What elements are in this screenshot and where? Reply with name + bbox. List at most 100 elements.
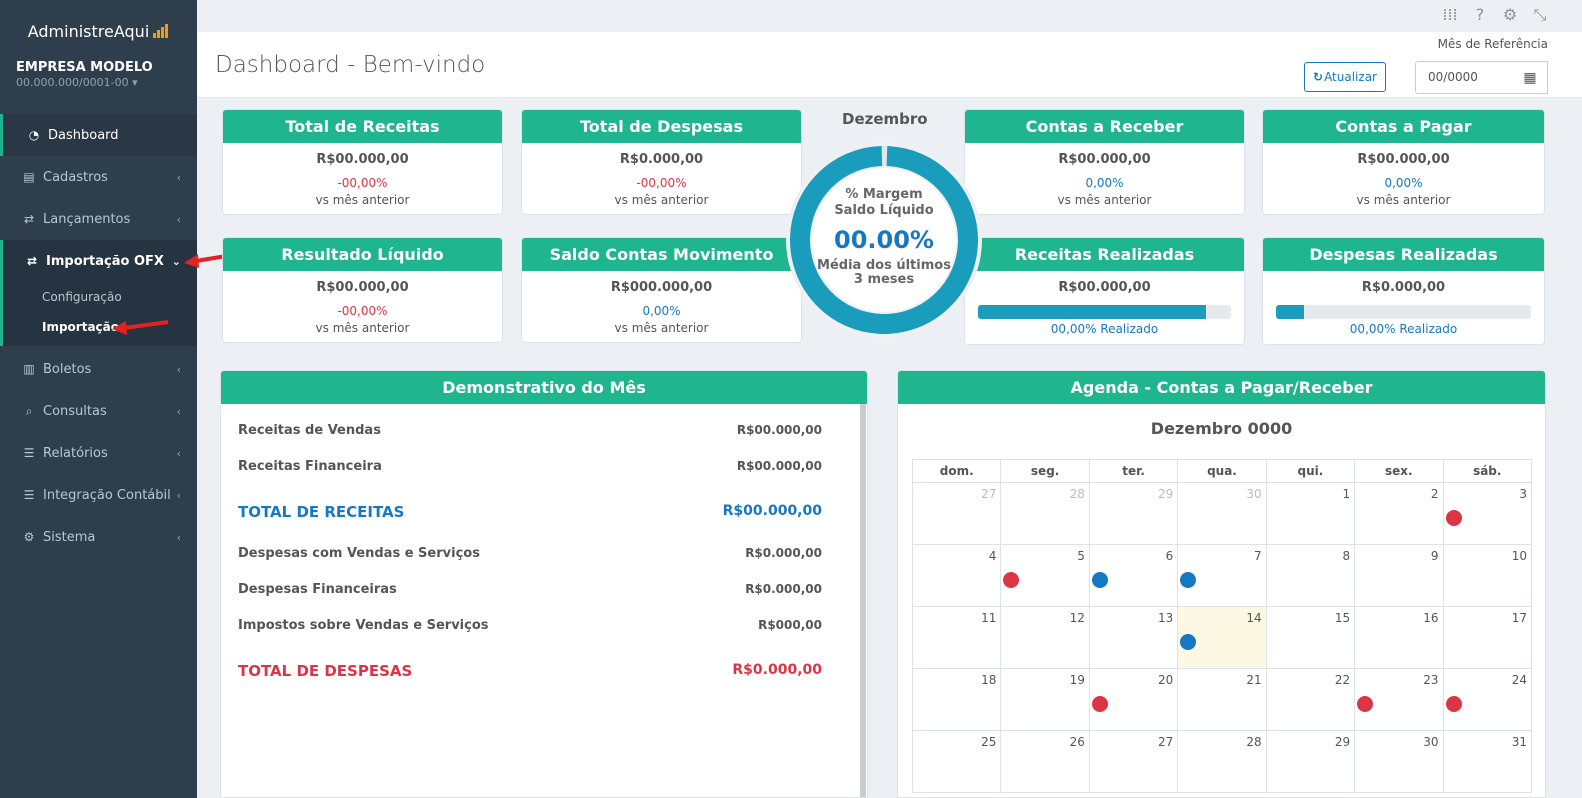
- calendar-day[interactable]: 21: [1177, 668, 1267, 731]
- calendar-day[interactable]: 12: [1000, 606, 1090, 669]
- calendar-month-title: Dezembro 0000: [1150, 419, 1293, 438]
- exchange-icon: ⇄: [23, 212, 35, 226]
- calendar-day[interactable]: 6: [1088, 544, 1179, 607]
- sidebar-item-lancamentos[interactable]: ⇄ Lançamentos ‹: [0, 198, 197, 240]
- gear-icon[interactable]: ⚙: [1502, 5, 1518, 24]
- sidebar-item-dashboard[interactable]: ◔ Dashboard: [0, 114, 197, 156]
- reference-month-input[interactable]: 00/0000: [1415, 61, 1514, 94]
- calendar-day[interactable]: 16: [1354, 606, 1444, 669]
- calendar-day[interactable]: 1: [1265, 482, 1356, 545]
- list-icon: ☰: [23, 488, 35, 502]
- calendar-day[interactable]: 13: [1088, 606, 1179, 669]
- calendar-day[interactable]: 24: [1442, 668, 1533, 731]
- event-dot-payable[interactable]: [1357, 696, 1374, 712]
- card-subtext: vs mês anterior: [614, 321, 709, 335]
- event-dot-payable[interactable]: [1445, 510, 1462, 526]
- demo-value: R$00.000,00: [736, 423, 822, 437]
- calendar-icon[interactable]: ▦: [1513, 61, 1548, 94]
- calendar-day[interactable]: 11: [911, 606, 1002, 669]
- weekday-header: qui.: [1265, 459, 1356, 483]
- calendar-day[interactable]: 28: [1177, 730, 1267, 793]
- card-value: R$00.000,00: [316, 152, 409, 167]
- calendar-day[interactable]: 26: [1000, 730, 1090, 793]
- card-value: R$00.000,00: [1357, 152, 1450, 167]
- refresh-button[interactable]: ↻ Atualizar: [1304, 62, 1386, 92]
- donut-footnote: Média dos últimos 3 meses: [784, 259, 984, 287]
- demo-label: Receitas Financeira: [238, 459, 382, 474]
- sidebar-item-integracao-contabil[interactable]: ☰ Integração Contábil ‹: [0, 474, 197, 516]
- calendar-grid: dom. seg. ter. qua. qui. sex. sáb. 27 28…: [911, 459, 1533, 793]
- chevron-left-icon: ‹: [176, 362, 181, 376]
- card-title: Total de Despesas: [522, 110, 801, 143]
- calendar-day[interactable]: 10: [1442, 544, 1533, 607]
- calendar-day[interactable]: 31: [1442, 730, 1533, 793]
- calendar-day[interactable]: 5: [1000, 544, 1090, 607]
- sidebar-item-sistema[interactable]: ⚙ Sistema ‹: [0, 516, 197, 558]
- calendar-day[interactable]: 27: [911, 482, 1002, 545]
- event-dot-payable[interactable]: [1445, 696, 1462, 712]
- event-dot-receivable[interactable]: [1180, 572, 1197, 588]
- calendar-day[interactable]: 4: [911, 544, 1002, 607]
- calendar-day[interactable]: 30: [1177, 482, 1267, 545]
- calendar-day[interactable]: 8: [1265, 544, 1356, 607]
- card-percent: -00,00%: [337, 304, 388, 318]
- calendar-day[interactable]: 29: [1265, 730, 1356, 793]
- demo-value: R$0.000,00: [745, 582, 822, 596]
- calendar-day[interactable]: 17: [1442, 606, 1533, 669]
- calendar-day[interactable]: 23: [1354, 668, 1444, 731]
- sidebar-item-label: Relatórios: [43, 445, 108, 461]
- card-title: Receitas Realizadas: [965, 238, 1244, 271]
- calendar-day[interactable]: 2: [1354, 482, 1444, 545]
- calendar-day[interactable]: 25: [911, 730, 1002, 793]
- scrollbar[interactable]: [860, 404, 866, 797]
- calendar-day[interactable]: 7: [1177, 544, 1267, 607]
- sidebar-subitem-configuracao[interactable]: Configuração: [42, 290, 122, 304]
- chevron-left-icon: ‹: [176, 170, 181, 184]
- event-dot-receivable[interactable]: [1091, 572, 1108, 588]
- realized-text: 00,00% Realizado: [1349, 322, 1458, 336]
- sidebar-item-label: Consultas: [43, 403, 107, 419]
- sidebar-item-relatorios[interactable]: ☰ Relatórios ‹: [0, 432, 197, 474]
- barcode-icon: ▥: [23, 362, 35, 376]
- topbar: ⁞⁞⁞ ? ⚙ ⤡: [197, 0, 1582, 32]
- event-dot-receivable[interactable]: [1180, 634, 1197, 650]
- sidebar-item-consultas[interactable]: ⌕ Consultas ‹: [0, 390, 197, 432]
- sidebar-item-boletos[interactable]: ▥ Boletos ‹: [0, 348, 197, 390]
- card-subtext: vs mês anterior: [315, 193, 410, 207]
- sidebar-group-importacao-ofx: ⇄ Importação OFX ⌄ Configuração Importaç…: [0, 240, 197, 346]
- donut-month-label: Dezembro: [842, 110, 928, 128]
- company-selector[interactable]: EMPRESA MODELO 00.000.000/0001-00 ▾: [16, 60, 153, 89]
- demo-label: Despesas com Vendas e Serviços: [238, 546, 480, 561]
- sidebar-item-importacao-ofx[interactable]: ⇄ Importação OFX ⌄: [3, 240, 197, 282]
- sidebar-subitem-importacao[interactable]: Importação: [42, 320, 120, 334]
- sidebar-item-cadastros[interactable]: ▤ Cadastros ‹: [0, 156, 197, 198]
- brand-logo[interactable]: AdministreAqui: [0, 0, 197, 62]
- calendar-day[interactable]: 20: [1088, 668, 1179, 731]
- agenda-panel: Agenda - Contas a Pagar/Receber Dezembro…: [897, 370, 1546, 798]
- calendar-day[interactable]: 9: [1354, 544, 1444, 607]
- calendar-day-today[interactable]: 14: [1177, 606, 1267, 669]
- calendar-day[interactable]: 3: [1442, 482, 1533, 545]
- demo-row: Receitas Financeira R$00.000,00: [238, 459, 822, 474]
- cogs-icon: ⚙: [23, 530, 35, 544]
- weekday-header: seg.: [1000, 459, 1090, 483]
- calendar-day[interactable]: 27: [1088, 730, 1179, 793]
- help-icon[interactable]: ?: [1475, 5, 1485, 24]
- fullscreen-icon[interactable]: ⤡: [1533, 5, 1547, 24]
- event-dot-payable[interactable]: [1003, 572, 1020, 588]
- demo-row: Despesas com Vendas e Serviços R$0.000,00: [238, 546, 822, 561]
- event-dot-payable[interactable]: [1091, 696, 1108, 712]
- calendar-day[interactable]: 22: [1265, 668, 1356, 731]
- demo-label: Impostos sobre Vendas e Serviços: [238, 618, 489, 633]
- sidebar-item-label: Dashboard: [48, 127, 119, 143]
- card-value: R$00.000,00: [316, 280, 409, 295]
- donut-arc: [790, 146, 978, 334]
- calendar-day[interactable]: 15: [1265, 606, 1356, 669]
- card-value: R$0.000,00: [619, 152, 704, 167]
- calendar-day[interactable]: 29: [1088, 482, 1179, 545]
- calendar-day[interactable]: 19: [1000, 668, 1090, 731]
- apps-grid-icon[interactable]: ⁞⁞⁞: [1442, 5, 1458, 24]
- calendar-day[interactable]: 18: [911, 668, 1002, 731]
- calendar-day[interactable]: 28: [1000, 482, 1090, 545]
- calendar-day[interactable]: 30: [1354, 730, 1444, 793]
